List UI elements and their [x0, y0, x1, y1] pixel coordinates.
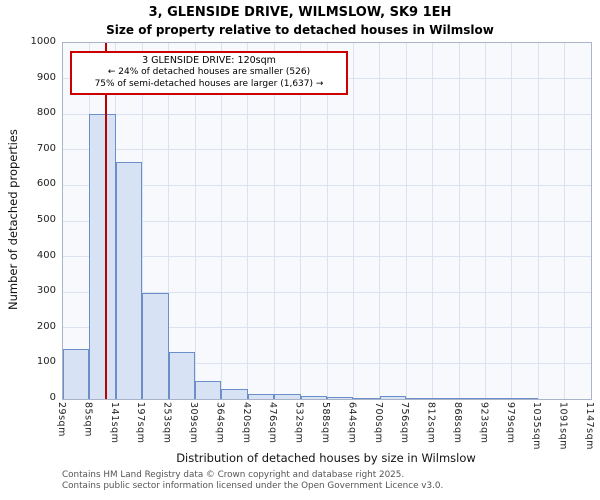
histogram-bar	[485, 398, 512, 399]
plot-area	[62, 42, 592, 400]
y-tick-label: 600	[36, 178, 56, 190]
histogram-bar	[115, 162, 143, 399]
x-tick-label: 812sqm	[425, 402, 437, 444]
x-tick-label: 197sqm	[135, 402, 147, 444]
grid-line-v	[247, 43, 249, 399]
grid-line-v	[379, 43, 381, 399]
histogram-bar	[195, 381, 222, 399]
y-tick-label: 200	[36, 320, 56, 332]
grid-line-v	[537, 43, 539, 399]
x-tick-label: 85sqm	[82, 402, 94, 437]
x-tick-label: 868sqm	[452, 402, 463, 444]
x-tick-label: 923sqm	[478, 402, 490, 444]
histogram-bar	[221, 389, 248, 399]
histogram-bar	[89, 114, 116, 399]
x-tick-label: 756sqm	[399, 402, 411, 444]
x-tick-label: 979sqm	[504, 402, 516, 444]
x-tick-label: 1091sqm	[557, 402, 569, 450]
histogram-bar	[168, 351, 195, 399]
grid-line-v	[484, 43, 486, 399]
histogram-bar	[353, 397, 380, 399]
grid-line-v	[432, 43, 434, 399]
y-tick-label: 900	[36, 71, 56, 83]
chart-subtitle: Size of property relative to detached ho…	[106, 23, 494, 37]
x-tick-label: 1035sqm	[531, 402, 543, 450]
histogram-bar	[511, 398, 539, 399]
y-tick-label: 700	[36, 142, 56, 154]
histogram-bar	[274, 394, 301, 399]
chart-title: 3, GLENSIDE DRIVE, WILMSLOW, SK9 1EH	[148, 5, 452, 20]
y-tick-label: 400	[36, 249, 56, 261]
footer-attribution-2: Contains public sector information licen…	[62, 481, 444, 491]
grid-line-v	[300, 43, 302, 399]
grid-line-v	[220, 43, 222, 399]
y-tick-label: 300	[36, 285, 56, 297]
histogram-bar	[247, 393, 275, 399]
y-tick-label: 0	[49, 392, 56, 403]
grid-line-v	[273, 43, 275, 399]
grid-line-v	[405, 43, 407, 399]
property-marker-line	[104, 43, 107, 399]
grid-line-v	[141, 43, 143, 399]
x-tick-label: 253sqm	[161, 402, 173, 444]
histogram-bar	[379, 396, 407, 399]
x-tick-label: 309sqm	[188, 402, 199, 444]
grid-line-v	[458, 43, 460, 399]
histogram-bar	[63, 349, 90, 399]
x-tick-label: 141sqm	[108, 402, 120, 444]
annotation-larger-stat: 75% of semi-detached houses are larger (…	[94, 79, 324, 90]
x-axis-label: Distribution of detached houses by size …	[176, 451, 476, 465]
grid-line-v	[194, 43, 196, 399]
grid-line-v	[564, 43, 566, 399]
histogram-bar	[327, 397, 354, 399]
y-tick-label: 100	[36, 356, 56, 368]
grid-line-v	[511, 43, 513, 399]
histogram-bar	[300, 396, 327, 399]
annotation-property-size: 3 GLENSIDE DRIVE: 120sqm	[142, 55, 276, 66]
histogram-bar	[432, 398, 459, 399]
x-tick-label: 588sqm	[320, 402, 331, 444]
annotation-box: 3 GLENSIDE DRIVE: 120sqm ← 24% of detach…	[70, 51, 348, 95]
histogram-bar	[142, 293, 169, 399]
x-tick-label: 700sqm	[372, 402, 384, 444]
grid-line-v	[168, 43, 170, 399]
histogram-bar	[459, 398, 486, 399]
x-tick-label: 29sqm	[56, 402, 67, 437]
x-tick-label: 644sqm	[346, 402, 358, 444]
footer-attribution-1: Contains HM Land Registry data © Crown c…	[62, 470, 405, 480]
x-tick-label: 1147sqm	[584, 402, 595, 450]
y-tick-label: 1000	[30, 36, 56, 47]
y-tick-label: 800	[36, 107, 56, 119]
grid-line-v	[352, 43, 354, 399]
x-tick-label: 532sqm	[293, 402, 305, 444]
annotation-smaller-stat: ← 24% of detached houses are smaller (52…	[107, 67, 311, 78]
y-tick-label: 500	[36, 214, 56, 225]
grid-line-v	[326, 43, 328, 399]
x-tick-label: 364sqm	[214, 402, 226, 444]
histogram-bar	[406, 397, 433, 399]
x-tick-label: 476sqm	[267, 402, 279, 444]
x-tick-label: 420sqm	[240, 402, 252, 444]
